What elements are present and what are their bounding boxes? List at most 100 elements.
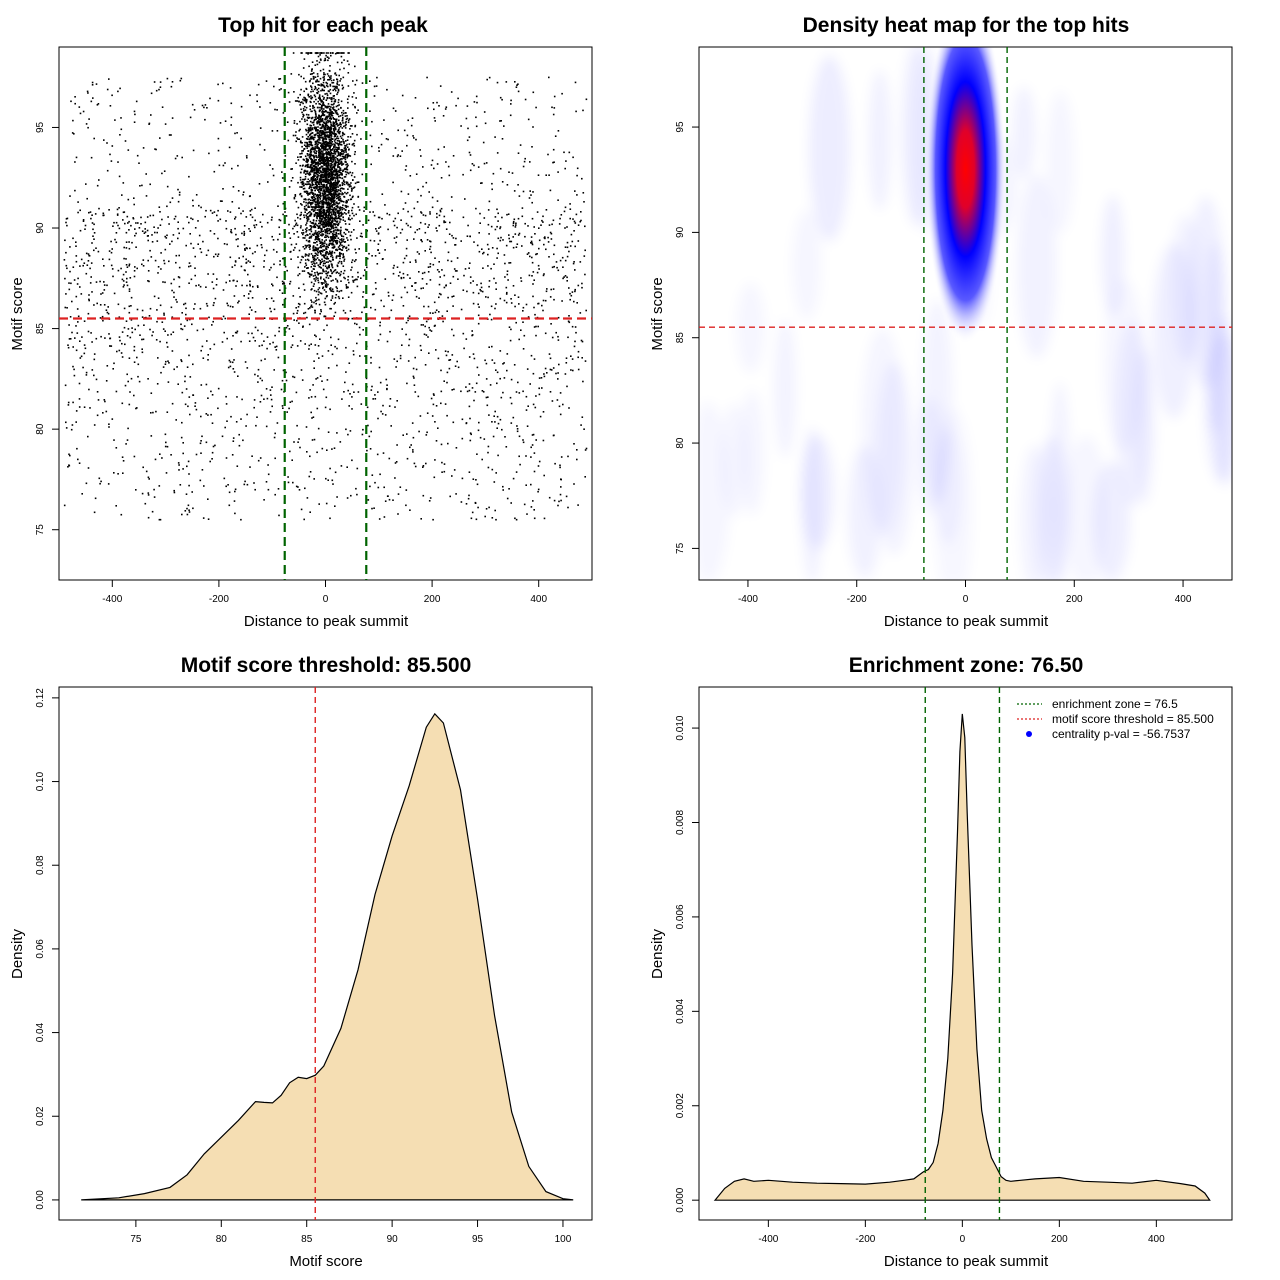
- scatter-point: [191, 323, 193, 326]
- scatter-point: [316, 213, 318, 216]
- scatter-point: [310, 78, 312, 80]
- scatter-point: [345, 346, 347, 349]
- scatter-point: [91, 291, 93, 293]
- scatter-point: [334, 237, 337, 239]
- scatter-point: [209, 209, 212, 212]
- scatter-point: [316, 319, 319, 321]
- scatter-point: [326, 230, 329, 233]
- scatter-point: [180, 359, 182, 361]
- scatter-point: [335, 128, 337, 131]
- scatter-point: [345, 151, 347, 153]
- scatter-point: [425, 320, 428, 323]
- scatter-point: [144, 221, 147, 224]
- scatter-point: [126, 373, 128, 376]
- scatter-point: [333, 237, 335, 240]
- scatter-point: [497, 252, 499, 255]
- scatter-point: [180, 327, 182, 330]
- scatter-point: [289, 280, 292, 283]
- scatter-point: [333, 214, 336, 216]
- scatter-point: [128, 311, 131, 314]
- scatter-point: [322, 388, 325, 391]
- scatter-point: [455, 237, 457, 240]
- scatter-point: [518, 232, 521, 235]
- scatter-point: [118, 316, 121, 318]
- scatter-point: [468, 405, 471, 408]
- scatter-point: [187, 460, 190, 463]
- scatter-point: [481, 248, 483, 250]
- scatter-point: [324, 181, 327, 183]
- scatter-point: [282, 213, 284, 216]
- scatter-point: [296, 312, 298, 314]
- scatter-point: [323, 73, 325, 76]
- scatter-point: [133, 394, 135, 397]
- scatter-point: [335, 105, 338, 108]
- scatter-point: [287, 91, 290, 94]
- scatter-point: [352, 103, 354, 106]
- scatter-point: [457, 97, 459, 100]
- scatter-point: [308, 348, 310, 350]
- scatter-point: [351, 172, 354, 174]
- scatter-point: [317, 90, 320, 93]
- scatter-point: [568, 250, 570, 253]
- scatter-point: [324, 124, 327, 127]
- scatter-point: [308, 202, 311, 204]
- scatter-point: [307, 127, 310, 129]
- scatter-point: [287, 139, 290, 142]
- scatter-point: [111, 418, 114, 420]
- scatter-point: [322, 222, 324, 224]
- scatter-point: [444, 241, 447, 244]
- scatter-point: [225, 403, 228, 405]
- scatter-point: [128, 290, 131, 292]
- scatter-point: [124, 384, 127, 387]
- scatter-point: [308, 52, 310, 54]
- scatter-point: [413, 238, 415, 240]
- scatter-point: [222, 315, 225, 318]
- scatter-point: [87, 467, 90, 469]
- scatter-point: [124, 343, 126, 346]
- scatter-point: [125, 320, 128, 322]
- scatter-point: [388, 405, 391, 407]
- scatter-point: [322, 104, 324, 107]
- scatter-point: [225, 457, 228, 459]
- scatter-point: [407, 360, 410, 362]
- scatter-point: [394, 147, 397, 149]
- scatter-point: [468, 471, 471, 473]
- scatter-point: [313, 283, 315, 285]
- scatter-point: [221, 200, 223, 202]
- scatter-point: [323, 122, 326, 125]
- scatter-point: [306, 99, 308, 101]
- scatter-point: [320, 267, 322, 269]
- scatter-point: [325, 477, 327, 480]
- scatter-point: [188, 396, 191, 398]
- scatter-point: [254, 207, 256, 209]
- scatter-point: [449, 495, 451, 498]
- scatter-point: [503, 125, 505, 127]
- scatter-point: [66, 307, 68, 309]
- scatter-point: [351, 196, 354, 199]
- scatter-point: [321, 380, 323, 382]
- scatter-point: [279, 219, 282, 222]
- scatter-point: [321, 282, 324, 284]
- scatter-point: [211, 324, 213, 326]
- scatter-point: [419, 344, 422, 347]
- scatter-point: [375, 230, 378, 232]
- scatter-point: [120, 513, 123, 516]
- scatter-point: [537, 174, 540, 176]
- scatter-point: [515, 391, 518, 393]
- scatter-point: [334, 52, 337, 55]
- scatter-point: [304, 155, 307, 157]
- scatter-point: [574, 290, 576, 293]
- scatter-point: [308, 276, 311, 278]
- scatter-point: [382, 258, 384, 260]
- scatter-point: [136, 154, 139, 157]
- scatter-point: [408, 315, 411, 317]
- scatter-point: [573, 483, 575, 485]
- scatter-point: [477, 429, 480, 432]
- scatter-point: [337, 52, 340, 54]
- scatter-point: [321, 200, 324, 202]
- scatter-point: [548, 353, 551, 355]
- scatter-point: [334, 99, 337, 101]
- scatter-point: [392, 220, 395, 223]
- scatter-point: [171, 402, 174, 405]
- scatter-point: [326, 134, 329, 136]
